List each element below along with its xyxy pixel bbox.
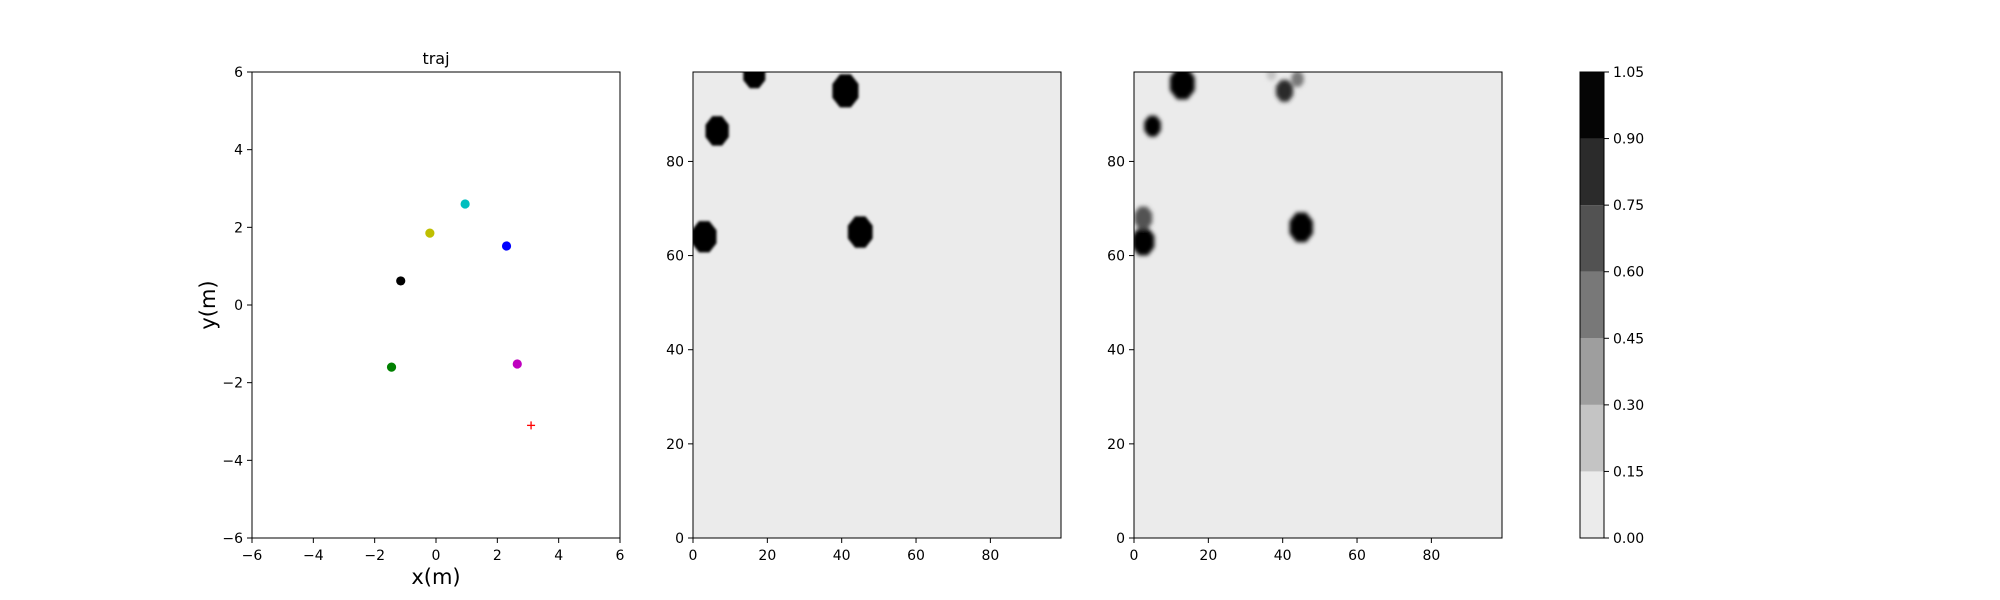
x-axis-label: x(m)	[411, 565, 460, 589]
colorbar-band	[1580, 205, 1604, 272]
colorbar-tick-label: 1.05	[1613, 65, 1644, 81]
x-tick-label: 60	[907, 548, 925, 564]
colorbar-band	[1580, 404, 1604, 472]
y-axis-label: y(m)	[196, 280, 220, 329]
heatmap-panel-2: 0 20 40 60 80 0 20 40 60 80	[1107, 71, 1503, 564]
x-tick-label: −2	[364, 548, 385, 564]
heatmap-blob	[1289, 212, 1313, 243]
colorbar-tick-label: 0.75	[1613, 198, 1644, 214]
y-tick-label: 0	[1116, 531, 1125, 547]
x-tick-label: 6	[616, 548, 625, 564]
x-tick-label: 60	[1348, 548, 1366, 564]
x-tick-label: 2	[493, 548, 502, 564]
y-tick-label: 40	[666, 343, 684, 359]
colorbar-tick-label: 0.30	[1613, 398, 1644, 414]
colorbar-frame	[1579, 71, 1605, 539]
x-tick-label: 40	[1274, 548, 1292, 564]
x-tick-label: 40	[833, 548, 851, 564]
plot-area	[252, 72, 620, 538]
y-tick-label: 80	[1107, 154, 1125, 170]
y-tick-label: −6	[222, 531, 243, 547]
x-axis-ticks: 0 20 40 60 80	[1130, 538, 1440, 564]
plot-frame	[1133, 71, 1503, 539]
x-tick-label: −6	[242, 548, 263, 564]
heatmap-blob	[1144, 115, 1161, 137]
data-point	[425, 228, 435, 238]
heatmap-blobs	[693, 72, 873, 253]
heatmap-background	[1134, 72, 1502, 538]
chart-title: traj	[422, 49, 449, 68]
data-point	[460, 199, 470, 209]
x-tick-label: 0	[432, 548, 441, 564]
heatmap-blob	[1291, 72, 1304, 87]
y-tick-label: 60	[1107, 249, 1125, 265]
x-tick-label: 80	[981, 548, 999, 564]
colorbar-tick-label: 0.45	[1613, 331, 1644, 347]
heatmap-blob	[705, 116, 729, 146]
x-tick-label: 80	[1422, 548, 1440, 564]
colorbar-bands	[1580, 72, 1604, 538]
y-tick-label: 40	[1107, 343, 1125, 359]
y-tick-label: 0	[234, 298, 243, 314]
heatmap-blob	[832, 74, 859, 108]
y-tick-label: −2	[222, 376, 243, 392]
heatmap-blob	[693, 221, 717, 253]
data-point	[386, 362, 397, 372]
y-tick-label: 2	[234, 220, 243, 236]
colorbar: 0.00 0.15 0.30 0.45 0.60 0.75 0.90 1.05	[1579, 65, 1644, 547]
y-axis-ticks: 0 20 40 60 80	[1107, 154, 1134, 547]
x-tick-label: 20	[1199, 548, 1217, 564]
x-tick-label: 0	[1130, 548, 1139, 564]
data-point	[512, 359, 522, 369]
x-axis-ticks: −6 −4 −2 0 2 4 6	[242, 538, 625, 564]
y-tick-label: 80	[666, 154, 684, 170]
x-tick-label: −4	[303, 548, 324, 564]
colorbar-band	[1580, 338, 1604, 405]
data-point-plus	[527, 421, 536, 430]
x-axis-ticks: 0 20 40 60 80	[689, 538, 999, 564]
colorbar-band	[1580, 471, 1604, 538]
x-tick-label: 4	[554, 548, 563, 564]
data-point	[501, 241, 512, 251]
colorbar-band	[1580, 72, 1604, 139]
heatmap-blobs	[1134, 72, 1313, 256]
colorbar-ticks: 0.00 0.15 0.30 0.45 0.60 0.75 0.90 1.05	[1604, 65, 1644, 547]
data-points	[386, 199, 536, 430]
colorbar-tick-label: 0.60	[1613, 265, 1644, 281]
y-axis-ticks: −6 −4 −2 0 2 4 6	[222, 65, 252, 547]
heatmap-blob	[847, 216, 873, 248]
y-tick-label: 20	[1107, 437, 1125, 453]
data-point	[396, 276, 406, 286]
y-axis-ticks: 0 20 40 60 80	[666, 154, 693, 547]
heatmap-blob	[1276, 80, 1294, 102]
plot-frame	[692, 71, 1062, 539]
y-tick-label: −4	[222, 453, 243, 469]
traj-panel: traj −6 −4 −2 0 2 4 6 −6 −4 −2 0 2 4 6 x(m) y(m)	[196, 49, 625, 589]
heatmap-background	[693, 72, 1061, 538]
y-tick-label: 6	[234, 65, 243, 81]
colorbar-band	[1580, 138, 1604, 206]
heatmap-blob	[1134, 206, 1153, 230]
plot-frame	[251, 71, 621, 539]
colorbar-band	[1580, 271, 1604, 339]
y-tick-label: 20	[666, 437, 684, 453]
colorbar-tick-label: 0.90	[1613, 132, 1644, 148]
heatmap-blob	[743, 72, 766, 89]
colorbar-tick-label: 0.15	[1613, 464, 1644, 480]
heatmap-blob	[1134, 227, 1155, 256]
colorbar-tick-label: 0.00	[1613, 531, 1644, 547]
y-tick-label: 60	[666, 249, 684, 265]
heatmap-panel-1: 0 20 40 60 80 0 20 40 60 80	[666, 71, 1062, 564]
y-tick-label: 4	[234, 143, 243, 159]
heatmap-blob	[1266, 72, 1277, 81]
x-tick-label: 20	[758, 548, 776, 564]
heatmap-blob	[1170, 72, 1195, 100]
x-tick-label: 0	[689, 548, 698, 564]
y-tick-label: 0	[675, 531, 684, 547]
